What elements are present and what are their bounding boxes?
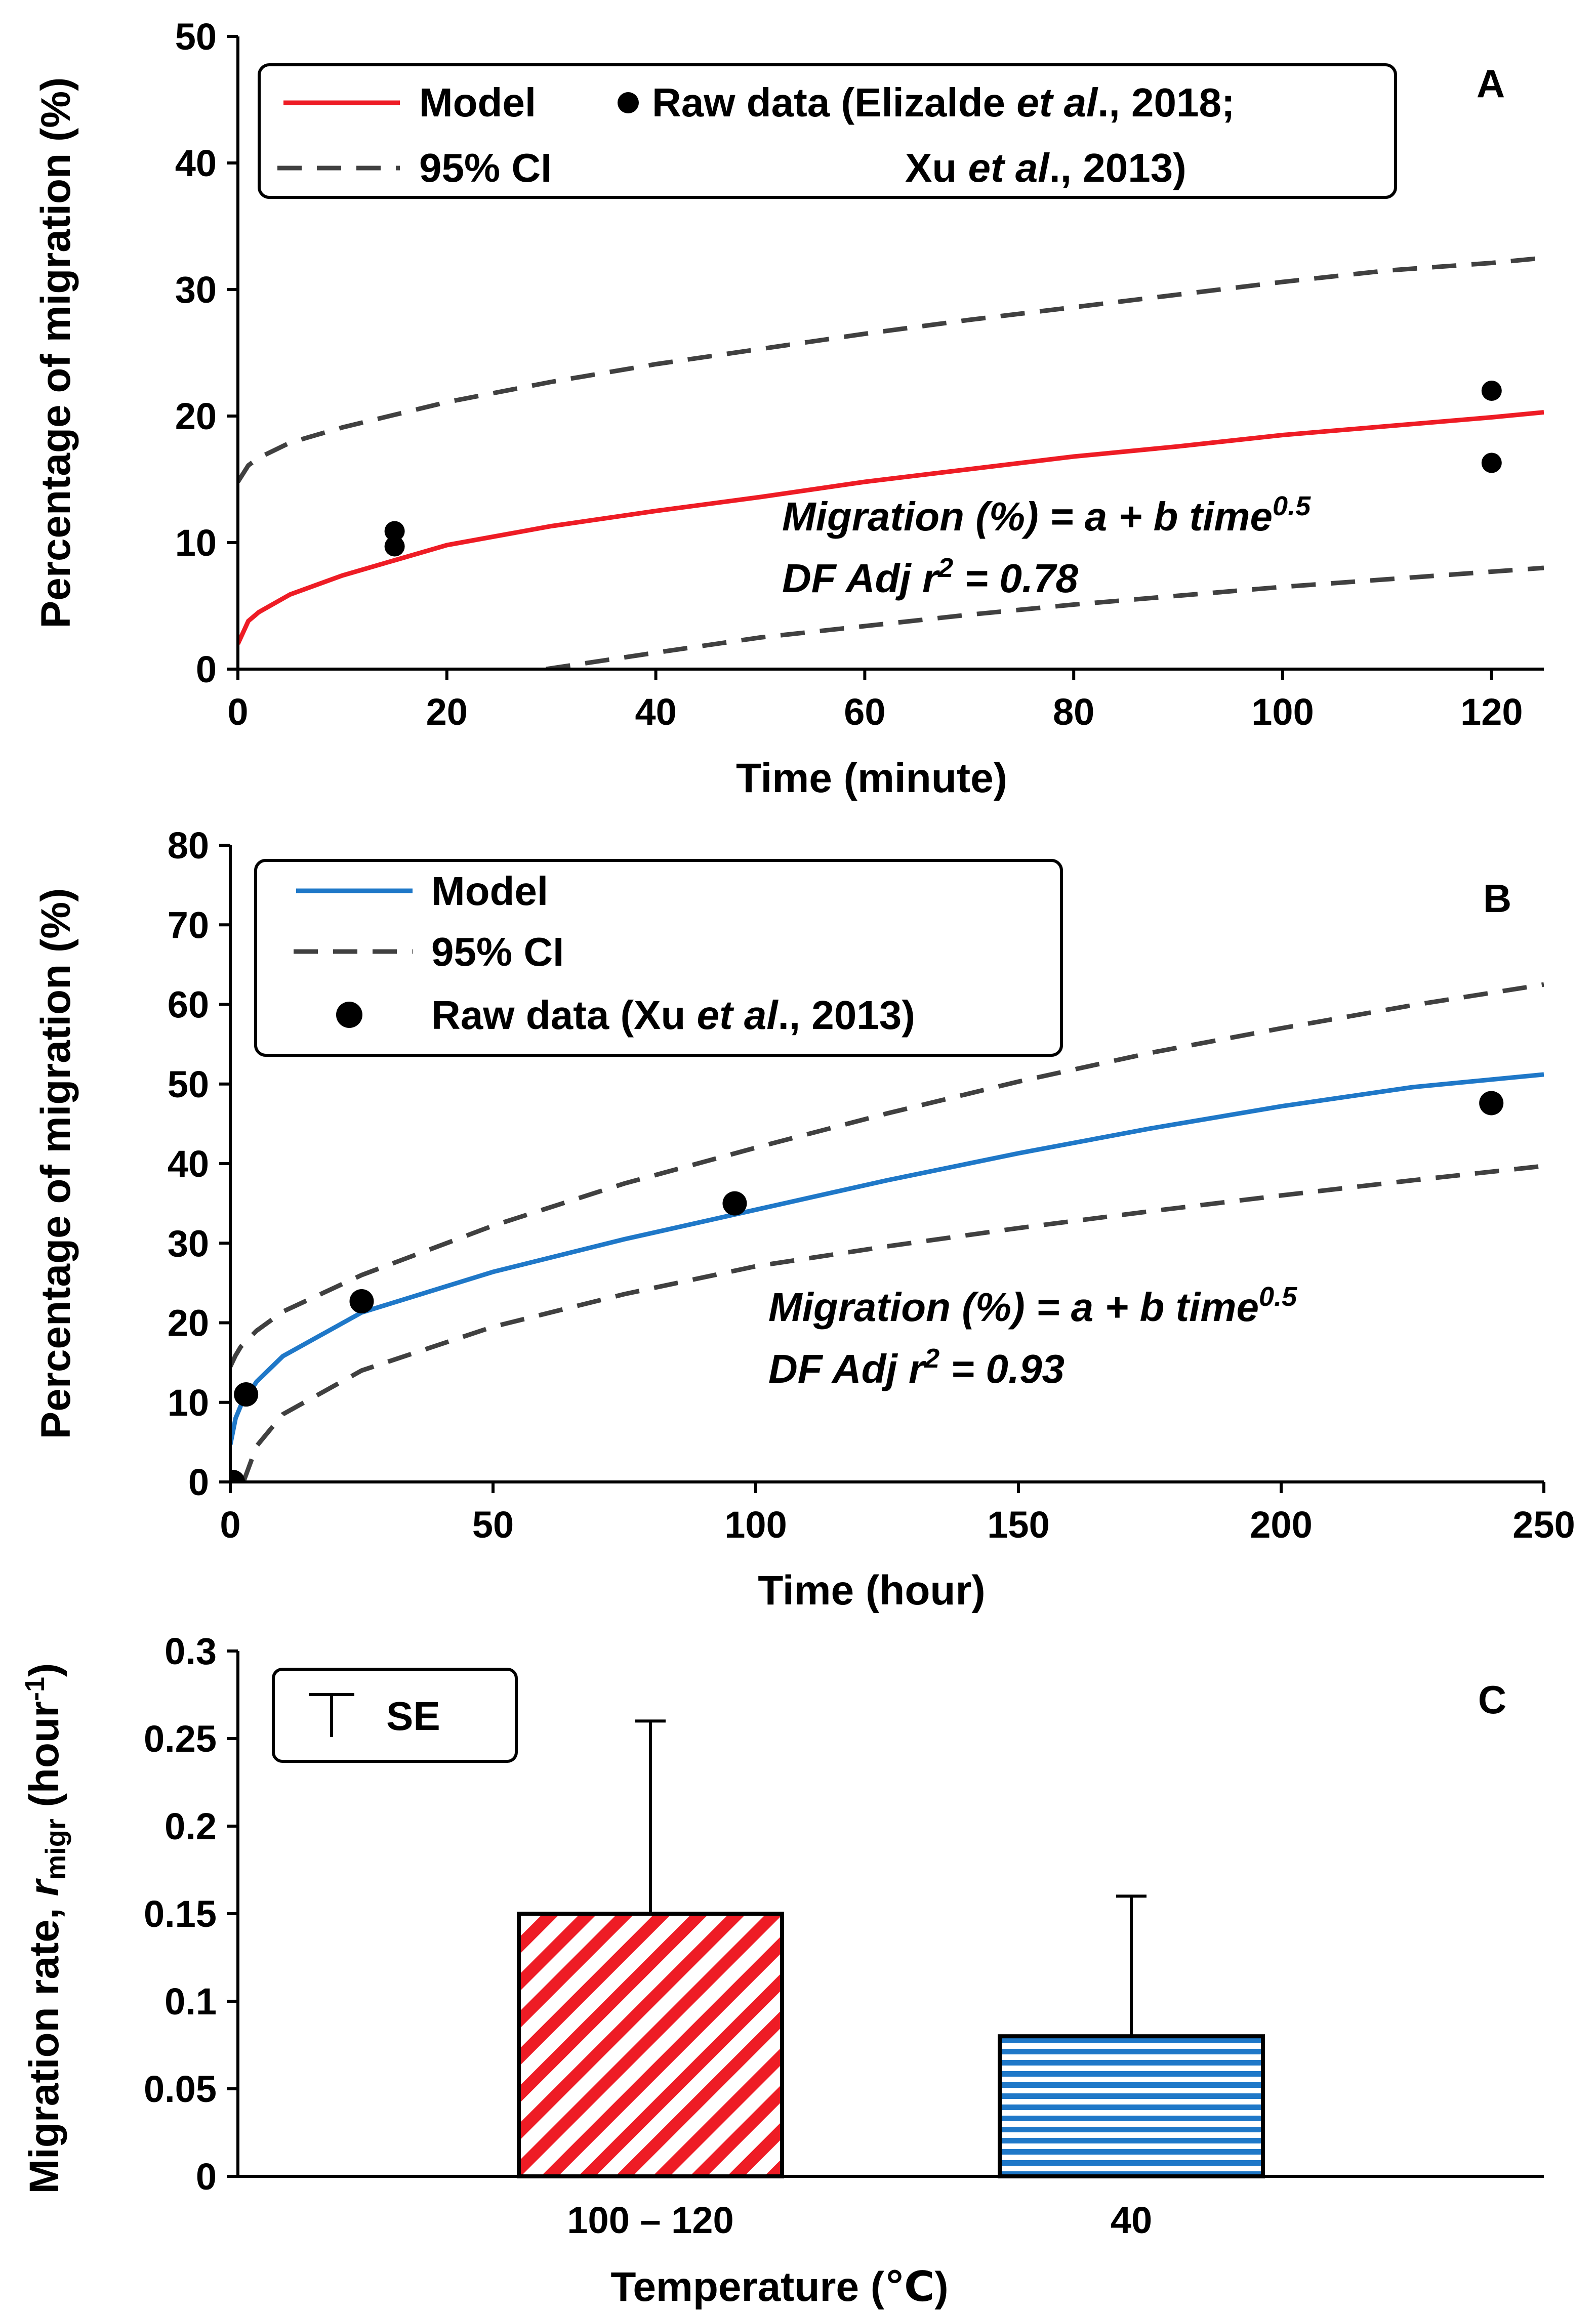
legend-b-model-label: Model (431, 869, 548, 914)
panel-a-raw-point-1 (384, 521, 405, 542)
legend-b-raw-label: Raw data (Xu et al., 2013) (431, 993, 915, 1038)
y-tick-label: 0 (188, 1461, 209, 1503)
panel-a-r2: DF Adj r2 = 0.78 (782, 553, 1079, 601)
panel-b-raw-point-5 (1479, 1091, 1504, 1116)
x-tick-label: 100 (724, 1504, 787, 1546)
y-tick-label: 0.05 (144, 2068, 217, 2110)
x-category-label: 100 – 120 (567, 2199, 733, 2241)
x-tick-label: 120 (1460, 691, 1523, 733)
y-tick-label: 20 (168, 1302, 209, 1344)
x-tick-label: 200 (1250, 1504, 1312, 1546)
panel-c-y-ticks: 0 0.05 0.1 0.15 0.2 0.25 0.3 (144, 1630, 238, 2198)
y-tick-label: 30 (168, 1222, 209, 1264)
y-tick-label: 0 (196, 648, 217, 690)
legend-c-se-label: SE (386, 1694, 440, 1739)
y-tick-label: 50 (168, 1063, 209, 1105)
x-tick-label: 0 (227, 691, 248, 733)
panel-b-label: B (1483, 876, 1511, 921)
x-tick-label: 40 (635, 691, 676, 733)
x-category-label: 40 (1111, 2199, 1152, 2241)
panel-a-model-line (238, 410, 1544, 645)
panel-a-raw-points (384, 381, 1502, 557)
panel-c-x-ticks: 100 – 120 40 (567, 2199, 1152, 2241)
x-tick-label: 80 (1053, 691, 1094, 733)
panel-c-legend-box (272, 1668, 518, 1763)
panel-b: 0 10 20 30 40 50 60 70 80 0 50 100 150 200 250 Time (… (33, 824, 1575, 1614)
panel-a-ci-upper-line (238, 256, 1544, 483)
y-tick-label: 0.1 (165, 1980, 217, 2023)
panel-a-raw-point-2 (384, 536, 405, 557)
panel-b-r2: DF Adj r2 = 0.93 (768, 1343, 1065, 1391)
panel-a-x-label: Time (minute) (736, 755, 1007, 801)
legend-a-raw-marker (618, 92, 639, 113)
y-tick-label: 40 (168, 1143, 209, 1185)
panel-c-x-label: Temperature (℃) (610, 2264, 948, 2310)
panel-b-raw-point-3 (349, 1289, 374, 1314)
panel-a: 0 10 20 30 40 50 0 20 40 60 80 100 120 Time (minute… (33, 16, 1544, 801)
y-tick-label: 70 (168, 904, 209, 946)
y-tick-label: 30 (175, 269, 217, 311)
y-tick-label: 0.25 (144, 1718, 217, 1760)
y-tick-label: 0 (196, 2156, 217, 2198)
panel-a-x-ticks: 0 20 40 60 80 100 120 (227, 669, 1523, 733)
y-tick-label: 20 (175, 395, 217, 437)
y-tick-label: 0.15 (144, 1893, 217, 1935)
panel-b-ci-lower-line (241, 1164, 1544, 1482)
panel-b-raw-point-4 (722, 1191, 747, 1216)
panel-b-ci-upper-line (230, 982, 1544, 1368)
y-tick-label: 50 (175, 16, 217, 58)
y-tick-label: 10 (175, 522, 217, 564)
x-tick-label: 250 (1512, 1504, 1575, 1546)
panel-a-label: A (1477, 61, 1505, 106)
y-tick-label: 40 (175, 142, 217, 184)
panel-b-x-label: Time (hour) (758, 1567, 985, 1614)
legend-a-ci-label: 95% CI (419, 145, 552, 190)
legend-b-raw-marker (336, 1002, 362, 1028)
x-tick-label: 20 (426, 691, 468, 733)
panel-a-y-label: Percentage of migration (%) (33, 77, 79, 629)
panel-a-raw-point-4 (1481, 452, 1502, 473)
x-tick-label: 50 (472, 1504, 514, 1546)
y-tick-label: 10 (168, 1382, 209, 1424)
y-tick-label: 60 (168, 984, 209, 1026)
panel-b-legend-box (254, 859, 1063, 1057)
y-tick-label: 80 (168, 824, 209, 866)
panel-b-plot (230, 982, 1544, 1482)
error-bar-icon (309, 1693, 354, 1737)
panel-a-raw-point-3 (1481, 381, 1502, 401)
panel-a-equation: Migration (%) = a + b time0.5 (782, 491, 1311, 539)
panel-c-bars (517, 1719, 1265, 2178)
panel-b-legend: Model 95% CI Raw data (Xu et al., 2013) (254, 859, 1063, 1057)
y-tick-label: 0.2 (165, 1805, 217, 1847)
x-tick-label: 150 (987, 1504, 1049, 1546)
panel-c-legend: SE (272, 1668, 518, 1763)
panel-a-plot (238, 256, 1544, 669)
panel-b-y-label: Percentage of migration (%) (33, 888, 79, 1439)
panel-a-y-ticks: 0 10 20 30 40 50 (175, 16, 238, 690)
legend-a-raw-label-line2: Xu et al., 2013) (905, 145, 1186, 190)
panel-a-ci-lower-line (546, 565, 1544, 669)
panel-b-raw-points (230, 1091, 1504, 1482)
panel-b-raw-point-1 (230, 1470, 245, 1482)
x-tick-label: 60 (844, 691, 885, 733)
bar-2 (998, 2034, 1265, 2178)
panel-c: 0 0.05 0.1 0.15 0.2 0.25 0.3 100 – 120 40 Tempe… (20, 1630, 1544, 2310)
legend-b-ci-label: 95% CI (431, 929, 564, 974)
panel-a-legend: Model 95% CI Raw data (Elizalde et al., … (258, 63, 1397, 199)
y-tick-label: 0.3 (165, 1630, 217, 1672)
legend-a-model-label: Model (419, 80, 536, 125)
x-tick-label: 100 (1251, 691, 1314, 733)
panel-a-legend-box (258, 63, 1397, 199)
panel-b-equation: Migration (%) = a + b time0.5 (768, 1282, 1297, 1330)
panel-b-x-ticks: 0 50 100 150 200 250 (220, 1482, 1575, 1546)
bar-1 (517, 1912, 784, 2178)
panel-c-y-label: Migration rate, rmigr (hour-1) (20, 1663, 71, 2194)
legend-a-raw-label-line1: Raw data (Elizalde et al., 2018; (652, 80, 1235, 125)
panel-b-y-ticks: 0 10 20 30 40 50 60 70 80 (168, 824, 230, 1503)
panel-c-label: C (1478, 1677, 1506, 1722)
panel-b-raw-point-2 (234, 1382, 259, 1407)
x-tick-label: 0 (220, 1504, 240, 1546)
